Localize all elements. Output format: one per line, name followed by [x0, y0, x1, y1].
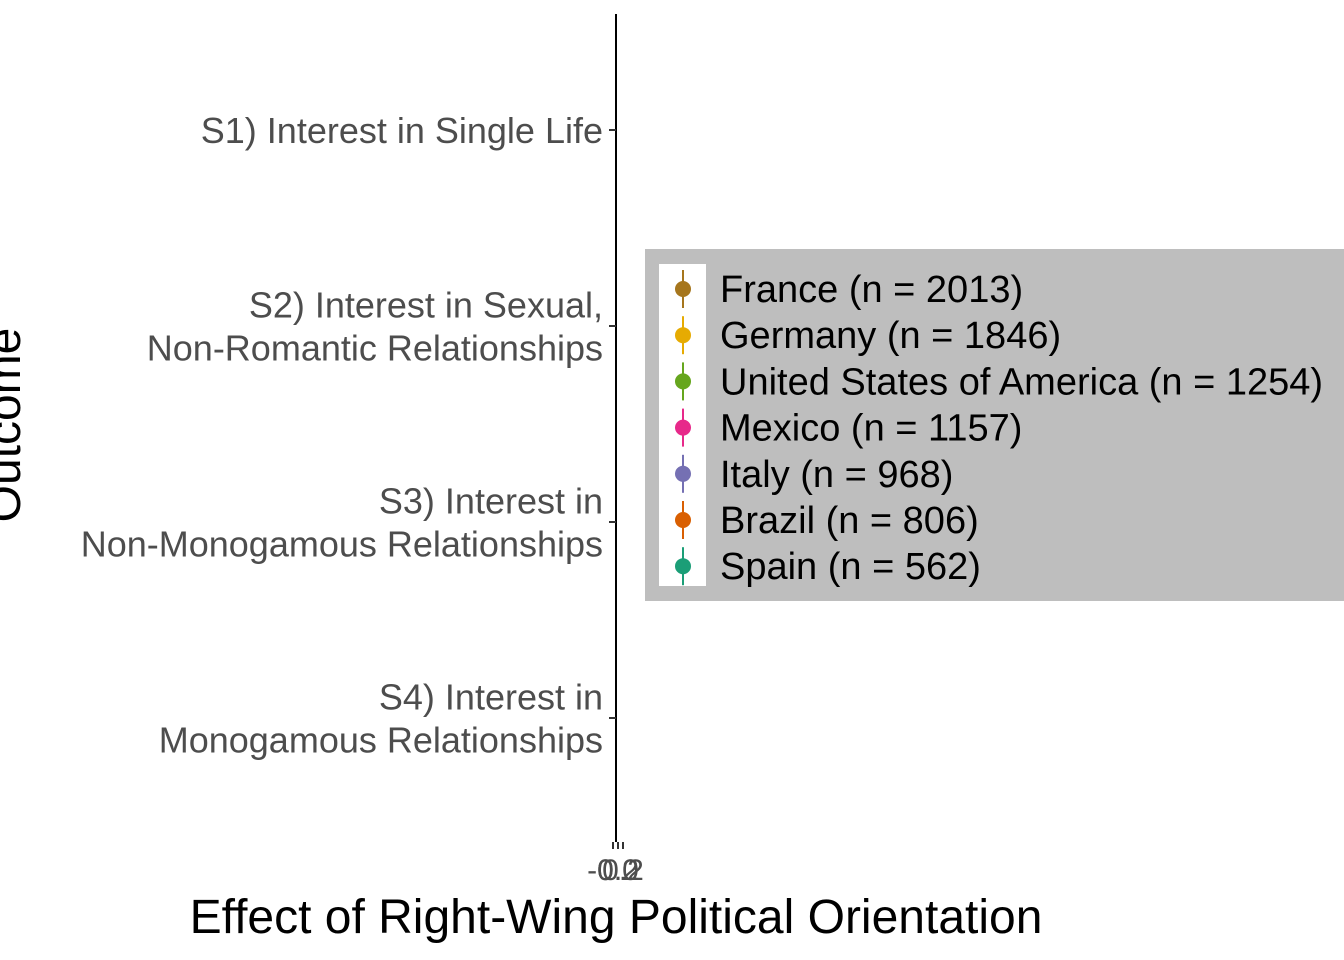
- y-tick-label: Non-Romantic Relationships: [147, 328, 603, 369]
- y-tick-label: S2) Interest in Sexual,: [249, 285, 603, 326]
- legend-label: Brazil (n = 806): [720, 500, 979, 542]
- x-axis-ticks: -0.20.00.2: [587, 842, 644, 887]
- legend-label: United States of America (n = 1254): [720, 361, 1323, 403]
- x-tick-label: 0.0: [597, 854, 639, 887]
- legend-item: France (n = 2013): [675, 269, 1023, 311]
- y-axis-title: Outcome: [0, 328, 31, 523]
- legend: France (n = 2013)Germany (n = 1846)Unite…: [645, 249, 1344, 601]
- legend-item: Germany (n = 1846): [675, 315, 1061, 357]
- legend-key-point: [675, 512, 691, 528]
- x-axis-title: Effect of Right-Wing Political Orientati…: [190, 891, 1043, 944]
- legend-label: France (n = 2013): [720, 269, 1023, 311]
- legend-label: Mexico (n = 1157): [720, 408, 1022, 450]
- legend-key-point: [675, 419, 691, 436]
- legend-key-point: [675, 465, 691, 482]
- legend-label: Spain (n = 562): [720, 546, 981, 588]
- legend-item: Italy (n = 968): [675, 454, 953, 496]
- legend-label: Germany (n = 1846): [720, 315, 1061, 357]
- y-tick-label: S3) Interest in: [379, 481, 603, 522]
- x-tick-label: 0.2: [602, 854, 644, 887]
- legend-key-point: [675, 327, 691, 344]
- y-tick-label: S1) Interest in Single Life: [201, 110, 603, 151]
- legend-key-point: [675, 558, 691, 575]
- legend-item: Mexico (n = 1157): [675, 408, 1022, 450]
- legend-item: Spain (n = 562): [675, 546, 981, 588]
- y-tick-label: S4) Interest in: [379, 677, 603, 718]
- y-tick-label: Monogamous Relationships: [159, 720, 603, 761]
- legend-item: United States of America (n = 1254): [675, 361, 1323, 403]
- legend-item: Brazil (n = 806): [675, 500, 979, 542]
- legend-key-point: [675, 281, 691, 297]
- legend-key-point: [675, 373, 691, 390]
- legend-background: [645, 249, 1344, 601]
- legend-label: Italy (n = 968): [720, 454, 953, 496]
- x-tick-label: -0.2: [587, 854, 639, 887]
- y-axis-ticks: S1) Interest in Single Life S2) Interest …: [81, 110, 616, 761]
- y-tick-label: Non-Monogamous Relationships: [81, 524, 603, 565]
